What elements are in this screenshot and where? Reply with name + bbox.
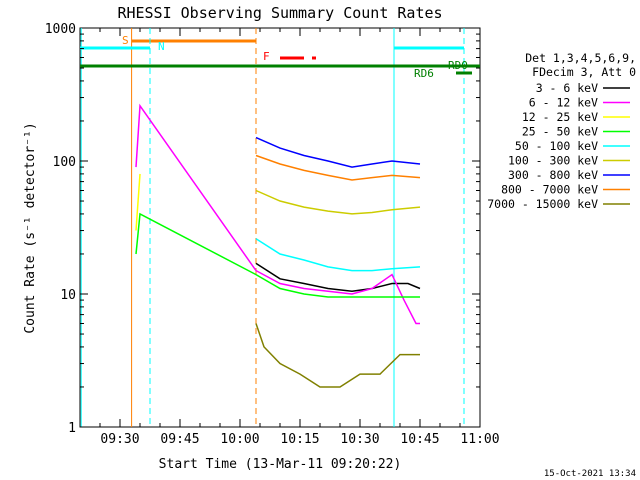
legend-label: 3 - 6 keV	[536, 81, 598, 95]
axis-layer: 09:30 09:45 10:00 10:15 10:30 10:45 11:00 1 10 10…	[45, 22, 500, 447]
night-label: N	[158, 40, 165, 53]
x-tick-label: 10:30	[340, 432, 379, 447]
plot-frame	[79, 27, 481, 428]
series-line-4	[135, 212, 420, 298]
legend-header-line-1: Det 1,3,4,5,6,9,	[525, 51, 636, 65]
series-line-5	[255, 238, 421, 272]
instrument-flags: S N F RD0 RD6	[80, 28, 480, 427]
series-line-6	[255, 189, 421, 215]
y-tick-label: 1000	[45, 22, 76, 37]
series-line-9	[255, 323, 420, 388]
rd6-label: RD6	[414, 67, 434, 80]
legend-label: 800 - 7000 keV	[501, 183, 598, 197]
legend-label: 7000 - 15000 keV	[487, 197, 598, 211]
flare-label: F	[263, 50, 270, 63]
x-tick-label: 11:00	[460, 432, 499, 447]
x-tick-label: 09:45	[160, 432, 199, 447]
rd0-label: RD0	[448, 59, 468, 72]
series-line-3	[135, 173, 141, 231]
legend-label: 50 - 100 keV	[515, 139, 598, 153]
legend-label: 25 - 50 keV	[522, 125, 598, 139]
saa-label: S	[122, 34, 129, 47]
series-line-2	[135, 103, 420, 325]
x-tick-label: 10:45	[400, 432, 439, 447]
y-tick-label: 1	[68, 421, 76, 436]
series-line-7	[255, 136, 421, 168]
legend-label: 300 - 800 keV	[508, 168, 598, 182]
y-tick-label: 100	[53, 155, 76, 170]
chart-title: RHESSI Observing Summary Count Rates	[117, 4, 442, 22]
legend-header-line-2: FDecim 3, Att 0	[532, 65, 636, 79]
legend-label: 6 - 12 keV	[529, 96, 598, 110]
series-line-8	[255, 154, 421, 181]
x-axis-label: Start Time (13-Mar-11 09:20:22)	[159, 457, 402, 472]
x-tick-label: 10:15	[280, 432, 319, 447]
legend-label: 12 - 25 keV	[522, 110, 598, 124]
y-tick-label: 10	[60, 288, 76, 303]
series-line-1	[255, 262, 421, 292]
x-tick-label: 10:00	[220, 432, 259, 447]
footer-date: 15-Oct-2021 13:34	[544, 469, 636, 479]
x-tick-label: 09:30	[100, 432, 139, 447]
series-layer	[135, 103, 421, 388]
legend-label: 100 - 300 keV	[508, 154, 598, 168]
y-axis-label: Count Rate (s⁻¹ detector⁻¹)	[23, 122, 38, 333]
